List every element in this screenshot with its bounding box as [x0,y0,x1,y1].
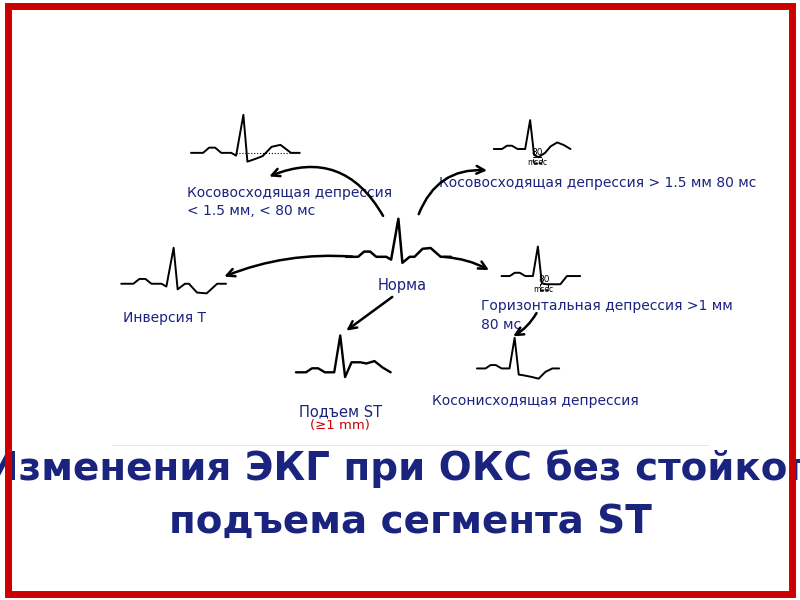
Bar [540,284,548,290]
Text: 80: 80 [532,148,543,157]
Text: Косовосходящая депрессия > 1.5 мм 80 мс: Косовосходящая депрессия > 1.5 мм 80 мс [439,176,757,190]
Text: Косовосходящая депрессия
< 1.5 мм, < 80 мс: Косовосходящая депрессия < 1.5 мм, < 80 … [187,186,392,218]
Text: (≥1 mm): (≥1 mm) [310,419,370,431]
Text: Горизонтальная депрессия >1 мм
80 мс: Горизонтальная депрессия >1 мм 80 мс [482,299,733,332]
Text: msec: msec [534,286,554,295]
Text: Инверсия Т: Инверсия Т [123,311,206,325]
Text: 80: 80 [538,275,550,284]
Bar [534,157,542,163]
Text: Изменения ЭКГ при ОКС без стойкого
подъема сегмента ST: Изменения ЭКГ при ОКС без стойкого подъе… [0,449,800,541]
Text: msec: msec [527,158,548,167]
Text: Подъем ST: Подъем ST [298,404,382,419]
Text: Норма: Норма [378,278,427,293]
Text: Косонисходящая депрессия: Косонисходящая депрессия [432,394,639,408]
